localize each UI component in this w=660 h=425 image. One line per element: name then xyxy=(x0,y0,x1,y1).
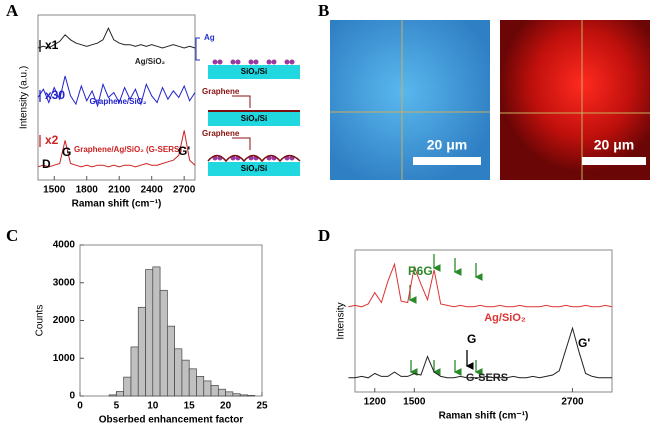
x-tick-label: 20 xyxy=(220,401,232,412)
annotation: x2 xyxy=(45,133,59,147)
histogram-bar xyxy=(225,391,234,397)
y-tick-label: 4000 xyxy=(53,240,76,251)
x-tick-label: 10 xyxy=(147,401,159,412)
spectrum-line xyxy=(37,27,196,49)
histogram-bar xyxy=(123,376,132,397)
histogram-bar xyxy=(137,306,146,397)
annotation: G xyxy=(467,332,476,346)
histogram-bar xyxy=(247,395,256,397)
annotation: D xyxy=(42,157,51,171)
histogram-bar xyxy=(108,394,117,397)
histogram-bar xyxy=(116,391,125,397)
microscopy-image: 20 μm xyxy=(500,20,650,180)
x-tick-label: 1800 xyxy=(76,185,99,196)
panel-label: D xyxy=(318,226,330,245)
series-label: Ag/SiO₂ xyxy=(484,312,526,324)
y-tick-label: 0 xyxy=(69,391,75,402)
histogram-bar xyxy=(217,388,226,397)
x-tick-label: 1500 xyxy=(403,397,426,408)
y-tick-label: 2000 xyxy=(53,315,76,326)
x-tick-label: 2700 xyxy=(173,185,196,196)
y-axis-label: Intensity (a.u.) xyxy=(19,66,30,129)
histogram-bar xyxy=(130,346,139,397)
annotation: R6G xyxy=(408,264,433,278)
histogram-bar xyxy=(188,368,197,397)
x-axis-label: Obserbed enhancement factor xyxy=(99,415,244,425)
histogram-bar xyxy=(167,325,175,397)
y-axis-label: Counts xyxy=(35,305,46,337)
spectrum-line xyxy=(37,75,196,108)
series-label: Ag/SiO₂ xyxy=(135,57,166,66)
panel-label: C xyxy=(6,226,18,245)
spectrum-line xyxy=(348,326,612,379)
y-tick-label: 1000 xyxy=(53,353,76,364)
schematic-label: SiOₓ/Si xyxy=(241,164,268,173)
annotation: G' xyxy=(578,336,590,350)
y-tick-label: 3000 xyxy=(53,277,76,288)
schematic: Ag SiOₓ/Si Graphene SiOₓ/Si Graphene SiO… xyxy=(195,33,301,176)
histogram-bar xyxy=(232,393,241,397)
spectrum-line xyxy=(37,130,196,168)
histogram-bar xyxy=(159,289,168,397)
x-axis-label: Raman shift (cm⁻¹) xyxy=(72,199,162,210)
histogram-bar xyxy=(210,385,219,397)
plot-frame xyxy=(354,249,613,393)
schematic-label: Ag xyxy=(204,33,215,42)
spectrum-line xyxy=(348,262,613,308)
x-tick-label: 2100 xyxy=(108,185,131,196)
histogram-bar xyxy=(174,348,183,397)
histogram-bar xyxy=(181,359,190,397)
panel-label: B xyxy=(318,1,329,20)
histogram-bar xyxy=(152,266,161,397)
annotation: x1 xyxy=(45,38,59,52)
histogram-bar xyxy=(196,376,205,397)
microscopy-image: 20 μm xyxy=(330,20,490,180)
x-tick-label: 25 xyxy=(256,401,268,412)
histogram-bar xyxy=(145,269,154,397)
histogram-bar xyxy=(239,394,248,397)
x-tick-label: 1200 xyxy=(364,397,387,408)
x-tick-label: 2700 xyxy=(561,397,584,408)
schematic-label: Graphene xyxy=(202,129,240,138)
x-tick-label: 1500 xyxy=(43,185,66,196)
annotation: x30 xyxy=(45,88,65,102)
y-axis-label: Intensity xyxy=(336,302,347,339)
panel-label: A xyxy=(6,1,19,20)
x-tick-label: 5 xyxy=(114,401,120,412)
x-tick-label: 0 xyxy=(77,401,83,412)
schematic-label: SiOₓ/Si xyxy=(241,114,268,123)
x-tick-label: 15 xyxy=(184,401,196,412)
histogram-bar xyxy=(203,380,212,397)
annotation: G xyxy=(62,145,71,159)
series-label: Graphene/Ag/SiO₂ (G-SERS) xyxy=(74,145,182,154)
series-label: Graphene/SiO₂ xyxy=(90,97,147,106)
x-tick-label: 2400 xyxy=(141,185,164,196)
x-axis-label: Raman shift (cm⁻¹) xyxy=(439,411,529,422)
scale-bar-label: 20 μm xyxy=(427,137,467,153)
series-label: G-SERS xyxy=(466,372,508,384)
schematic-label: SiOₓ/Si xyxy=(241,67,268,76)
annotation: G' xyxy=(178,144,190,158)
scale-bar-label: 20 μm xyxy=(594,137,634,153)
schematic-label: Graphene xyxy=(202,87,240,96)
